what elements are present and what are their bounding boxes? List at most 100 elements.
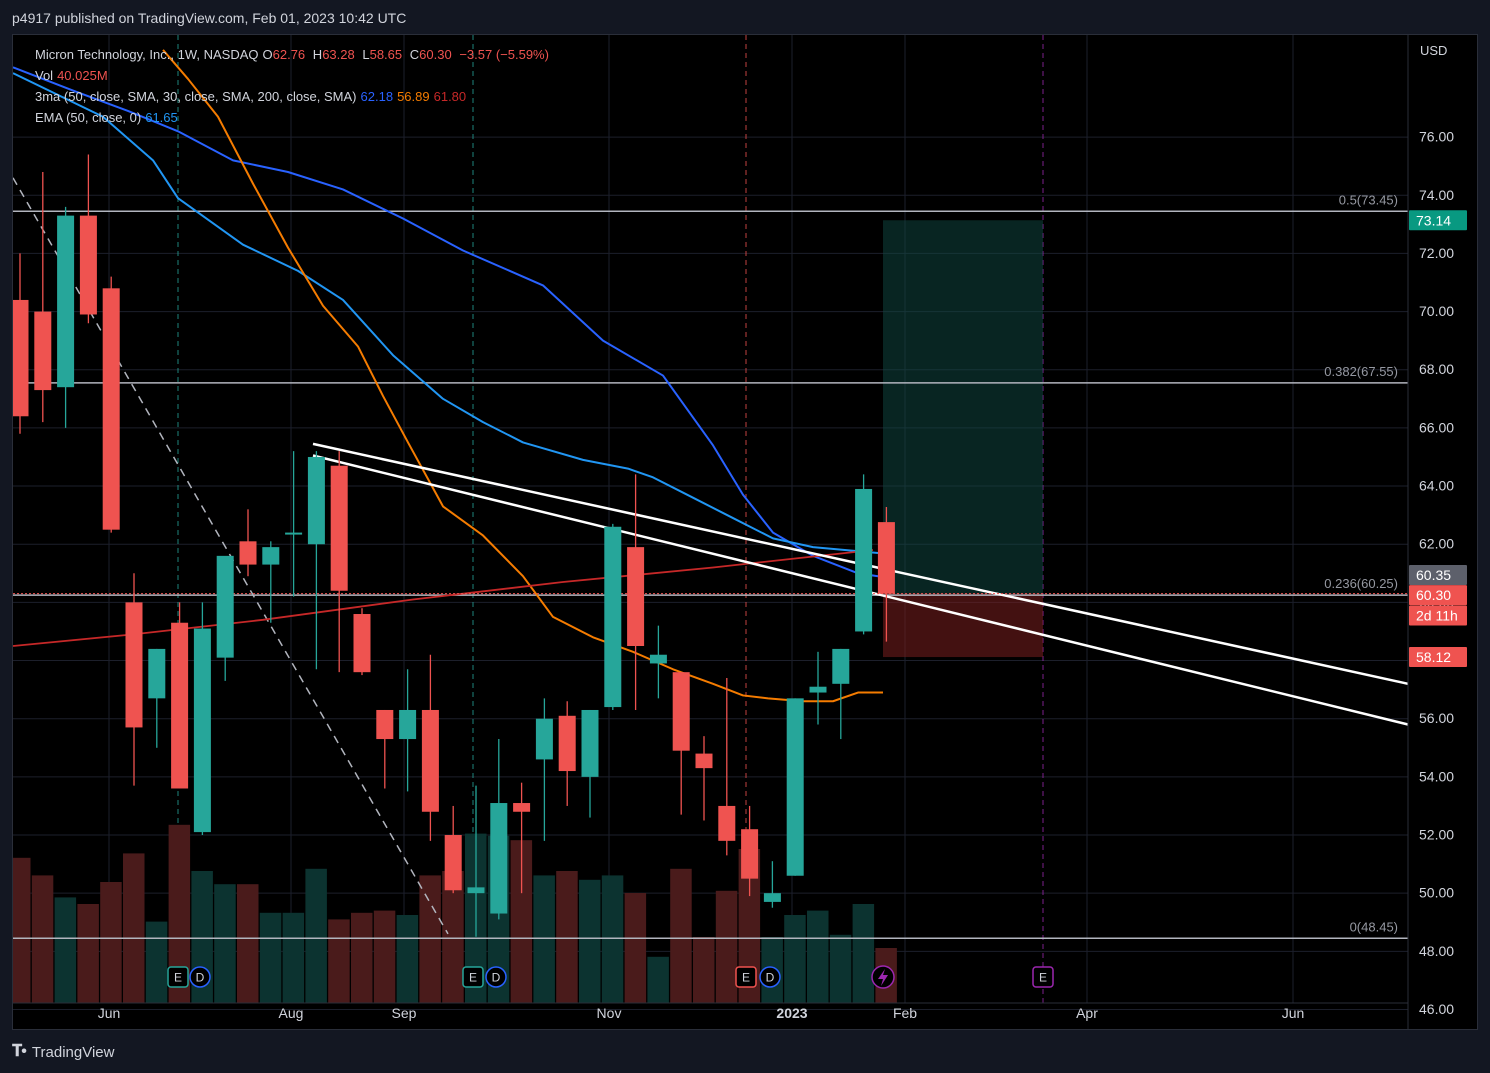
price-badge-label: 73.14 — [1416, 212, 1451, 228]
price-axis-tick: 72.00 — [1419, 245, 1454, 261]
event-marker-label: E — [469, 971, 477, 985]
candle-body — [604, 526, 622, 708]
candle-body — [421, 709, 439, 812]
volume-bar — [77, 904, 99, 1003]
publish-header: p4917 published on TradingView.com, Feb … — [0, 0, 1490, 34]
candle-body — [741, 829, 759, 879]
chart-frame[interactable]: 0.5(73.45) 0.382(67.55) 0.236(60.25) 0(48.4… — [9, 34, 1479, 1031]
candle-body — [193, 628, 211, 833]
tradingview-logo[interactable]: 𝐓• TradingView — [12, 1043, 114, 1061]
legend-o-label: O — [262, 47, 273, 62]
price-badge-label: 58.12 — [1416, 649, 1451, 665]
volume-bar — [214, 884, 236, 1003]
volume-bar — [237, 884, 259, 1003]
time-axis-tick: Jun — [98, 1005, 121, 1021]
earnings-marker-icon — [462, 966, 484, 988]
price-axis-currency: USD — [1420, 43, 1447, 58]
dividend-marker-icon — [485, 966, 507, 988]
publish-info: p4917 published on TradingView.com, Feb … — [12, 10, 407, 26]
time-axis: Jun Aug Sep Nov 2023 Feb Apr Jun — [98, 1005, 1305, 1021]
lightning-icon — [878, 969, 888, 986]
price-axis-tick: 52.00 — [1419, 827, 1454, 843]
volume-bar — [305, 868, 327, 1003]
time-axis-tick: Nov — [597, 1005, 622, 1021]
footer-brand: TradingView — [31, 1043, 115, 1061]
candle-body — [399, 709, 417, 740]
position-target-zone — [883, 220, 1043, 594]
legend-ema-value: 61.65 — [145, 110, 178, 125]
candle-body — [855, 488, 873, 632]
price-axis-tick: 48.00 — [1419, 943, 1454, 959]
volume-bar — [123, 853, 145, 1003]
volume-bar — [54, 897, 77, 1003]
legend-volume: Vol 40.025M — [35, 68, 112, 83]
volume-bar — [784, 915, 806, 1003]
price-axis-tick: 68.00 — [1419, 361, 1454, 377]
volume-bar — [145, 921, 168, 1003]
event-marker-label: D — [196, 971, 205, 985]
candle-body — [125, 602, 143, 728]
legend-open: 62.76 — [272, 47, 306, 62]
volume-bar — [715, 890, 738, 1003]
legend-symbol: Micron Technology, Inc., 1W, NASDAQ — [35, 47, 259, 62]
volume-bar — [807, 910, 829, 1003]
candle-body — [467, 887, 485, 894]
time-axis-tick: 2023 — [776, 1005, 807, 1021]
candle-body — [307, 456, 325, 545]
price-badge — [1409, 565, 1467, 586]
legend-h-label: H — [312, 47, 323, 62]
candle-body — [353, 614, 371, 673]
candle-body — [148, 648, 166, 699]
position-stop-zone — [883, 593, 1043, 658]
price-axis-tick: 64.00 — [1419, 478, 1454, 494]
volume-bar — [579, 879, 601, 1003]
volume-bar — [419, 875, 441, 1003]
candle-body — [34, 311, 52, 391]
earnings-marker-icon — [1032, 966, 1054, 988]
candle-body — [649, 654, 667, 664]
volume-bar — [259, 912, 282, 1003]
candle-body — [627, 547, 645, 646]
price-chart[interactable]: 0.5(73.45) 0.382(67.55) 0.236(60.25) 0(48.4… — [9, 35, 1479, 1031]
volume-bar — [556, 871, 578, 1003]
volume-bar — [351, 912, 373, 1003]
legend-c-label: C — [409, 47, 420, 62]
time-axis-tick: Feb — [893, 1005, 917, 1021]
price-badge — [1409, 585, 1467, 606]
volume-bar — [396, 915, 419, 1003]
price-badge-label: 2d 11h — [1416, 607, 1458, 623]
legend-vol-value: 40.025M — [57, 68, 108, 83]
candle-body — [832, 648, 850, 684]
volume-bar — [168, 824, 191, 1003]
candle-body — [285, 532, 303, 535]
legend-close: 60.30 — [419, 47, 452, 62]
price-axis-tick: 74.00 — [1419, 187, 1454, 203]
candle-body — [330, 465, 348, 591]
volume-bar — [533, 875, 555, 1003]
price-badge — [1409, 210, 1467, 231]
time-axis-tick: Apr — [1076, 1005, 1098, 1021]
volume-bar — [100, 882, 122, 1003]
legend-sma50-value: 62.18 — [360, 89, 394, 104]
footer: 𝐓• TradingView — [0, 1030, 1490, 1073]
candle-body — [102, 288, 120, 530]
grid — [13, 35, 1408, 1010]
sma30-line — [162, 49, 883, 703]
candle-body — [239, 541, 257, 565]
volume-bar — [601, 875, 624, 1003]
volume-bar — [624, 893, 647, 1003]
dividend-marker-icon — [759, 966, 781, 988]
volume-bar — [693, 937, 715, 1003]
time-axis-tick: Jun — [1282, 1005, 1305, 1021]
candle-body — [444, 835, 462, 891]
candles — [11, 154, 895, 937]
ema50-line — [12, 72, 879, 554]
candle-body — [581, 709, 599, 777]
legend-ohlc: Micron Technology, Inc., 1W, NASDAQ O62.7… — [35, 47, 553, 62]
time-axis-tick: Aug — [279, 1005, 304, 1021]
candle-body — [535, 718, 553, 760]
legend-vol-label: Vol — [35, 68, 54, 83]
candle-body — [786, 698, 804, 876]
candle-body — [79, 215, 97, 315]
candle-body — [877, 522, 895, 594]
